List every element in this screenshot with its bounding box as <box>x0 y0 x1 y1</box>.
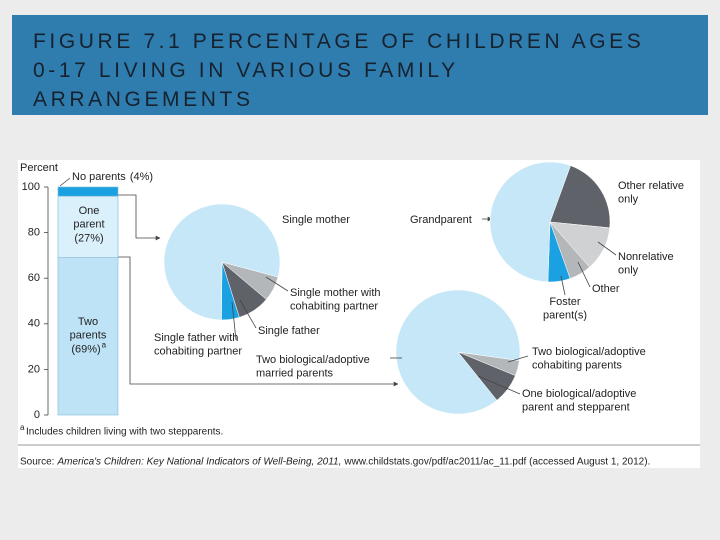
slice-label: Single mother with cohabiting partner <box>290 287 381 313</box>
source-text: www.childstats.gov/pdf/ac2011/ac_11.pdf … <box>343 457 650 468</box>
y-tick-label: 20 <box>28 363 40 375</box>
y-tick-label: 40 <box>28 318 40 330</box>
slice-label: Single father with cohabiting partner <box>154 332 242 358</box>
slice-label: Nonrelative only <box>618 251 674 277</box>
slice-label: Other relative only <box>618 180 684 206</box>
connector <box>118 194 161 241</box>
slice-label: Two biological/adoptive married parents <box>256 354 370 380</box>
slide-title: FIGURE 7.1 PERCENTAGE OF CHILDREN AGES 0… <box>33 30 645 111</box>
source-text: Source: <box>20 457 54 468</box>
leader-line <box>239 299 257 329</box>
connector <box>59 177 71 187</box>
footnote: Includes children living with two steppa… <box>26 427 223 438</box>
leader-line <box>577 261 591 288</box>
slice-label: Grandparent <box>410 214 472 226</box>
footnote-marker: a <box>20 423 25 432</box>
header-band <box>12 15 708 115</box>
y-tick-label: 60 <box>28 272 40 284</box>
value-label: (27%) <box>74 232 103 244</box>
leader-line <box>560 275 566 296</box>
slice-label: Other <box>592 283 620 295</box>
segment-label: Two parents <box>70 316 107 342</box>
source-text: America's Children: Key National Indicat… <box>56 457 341 468</box>
pie-slice <box>489 161 571 283</box>
leader-line <box>597 241 617 256</box>
bar-segment <box>57 195 119 258</box>
pie-slice <box>163 203 281 321</box>
leader-line <box>477 375 521 395</box>
leader-line <box>507 355 529 363</box>
leader-line <box>231 301 237 341</box>
footnote-marker: a <box>102 341 107 350</box>
connector <box>118 256 399 387</box>
y-axis-label: Percent <box>20 162 58 174</box>
slice-label: Foster parent(s) <box>543 296 587 322</box>
value-label: (4%) <box>130 171 153 183</box>
pie-slice <box>395 289 521 415</box>
slice-label: Single mother <box>282 214 350 226</box>
slice-label: Single father <box>258 325 320 337</box>
slice-label: Two biological/adoptive cohabiting parent… <box>532 346 646 372</box>
segment-label: One parent <box>73 205 104 231</box>
bar-segment <box>57 186 119 197</box>
bar-segment <box>57 257 119 416</box>
segment-label: No parents <box>72 171 126 183</box>
slice-label: One biological/adoptive parent and steppa… <box>522 388 636 414</box>
y-tick-label: 80 <box>28 227 40 239</box>
y-tick-label: 100 <box>22 181 40 193</box>
y-tick-label: 0 <box>34 409 40 421</box>
value-label: (69%) <box>71 343 100 355</box>
leader-line <box>265 276 289 292</box>
